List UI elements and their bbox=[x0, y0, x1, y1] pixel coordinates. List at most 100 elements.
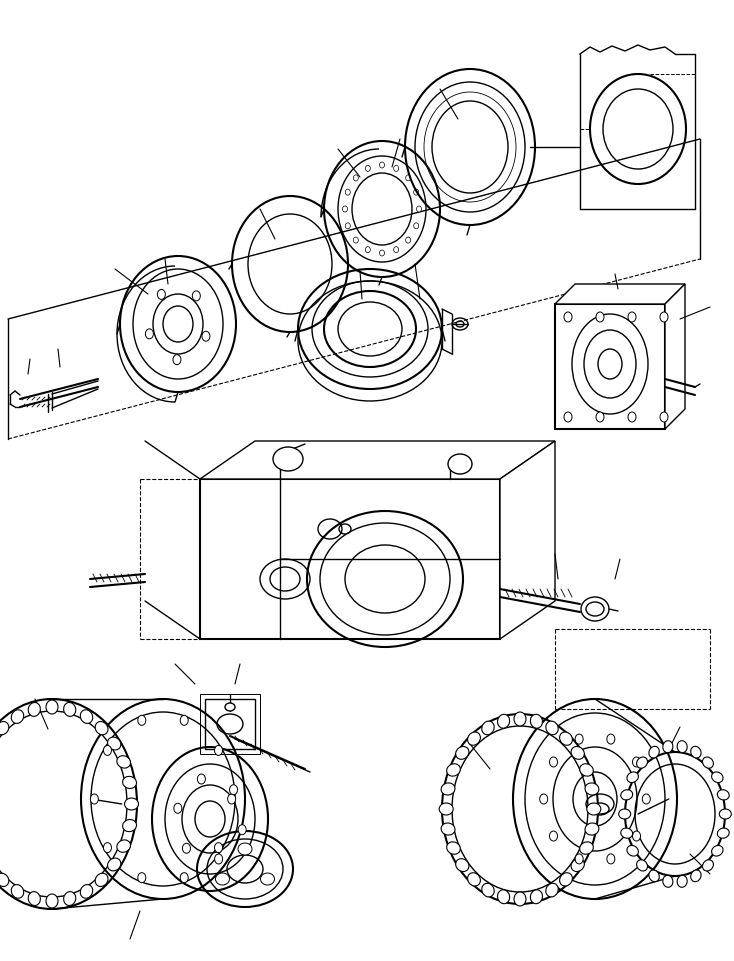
Ellipse shape bbox=[416, 207, 421, 212]
Ellipse shape bbox=[663, 741, 673, 752]
Ellipse shape bbox=[633, 831, 641, 841]
Ellipse shape bbox=[607, 734, 615, 745]
Ellipse shape bbox=[11, 710, 23, 724]
Ellipse shape bbox=[580, 764, 593, 776]
Polygon shape bbox=[500, 441, 555, 639]
Ellipse shape bbox=[80, 885, 92, 899]
Ellipse shape bbox=[627, 772, 639, 782]
Ellipse shape bbox=[181, 873, 188, 883]
Ellipse shape bbox=[621, 790, 633, 801]
Ellipse shape bbox=[64, 892, 76, 905]
Ellipse shape bbox=[691, 870, 701, 882]
Ellipse shape bbox=[414, 224, 418, 230]
Ellipse shape bbox=[95, 722, 108, 735]
Ellipse shape bbox=[225, 703, 235, 711]
Ellipse shape bbox=[702, 757, 713, 769]
Ellipse shape bbox=[514, 712, 526, 727]
Ellipse shape bbox=[468, 732, 480, 746]
Ellipse shape bbox=[345, 190, 350, 196]
Ellipse shape bbox=[660, 312, 668, 323]
Ellipse shape bbox=[238, 843, 252, 855]
Polygon shape bbox=[200, 441, 555, 480]
Ellipse shape bbox=[719, 809, 731, 819]
Ellipse shape bbox=[379, 251, 385, 257]
Ellipse shape bbox=[238, 825, 246, 835]
Ellipse shape bbox=[138, 716, 146, 726]
Ellipse shape bbox=[564, 312, 572, 323]
Ellipse shape bbox=[181, 716, 188, 726]
Ellipse shape bbox=[564, 412, 572, 423]
Ellipse shape bbox=[571, 747, 584, 759]
Ellipse shape bbox=[531, 715, 542, 728]
Ellipse shape bbox=[117, 840, 131, 852]
Ellipse shape bbox=[173, 356, 181, 365]
Ellipse shape bbox=[702, 860, 713, 871]
Ellipse shape bbox=[619, 809, 631, 819]
Ellipse shape bbox=[125, 799, 139, 810]
Ellipse shape bbox=[546, 722, 559, 735]
Ellipse shape bbox=[456, 747, 469, 759]
Ellipse shape bbox=[174, 803, 182, 813]
Ellipse shape bbox=[607, 854, 615, 864]
Ellipse shape bbox=[379, 162, 385, 169]
Ellipse shape bbox=[261, 874, 275, 885]
Ellipse shape bbox=[197, 775, 206, 784]
Ellipse shape bbox=[586, 803, 601, 815]
Ellipse shape bbox=[447, 842, 460, 854]
Ellipse shape bbox=[711, 846, 723, 856]
Ellipse shape bbox=[343, 207, 347, 212]
Ellipse shape bbox=[441, 783, 455, 795]
Ellipse shape bbox=[627, 846, 639, 856]
Ellipse shape bbox=[482, 883, 494, 897]
Ellipse shape bbox=[677, 741, 687, 752]
Ellipse shape bbox=[103, 746, 112, 755]
Ellipse shape bbox=[628, 412, 636, 423]
Ellipse shape bbox=[230, 785, 238, 795]
Ellipse shape bbox=[559, 732, 573, 746]
Ellipse shape bbox=[571, 859, 584, 872]
Ellipse shape bbox=[393, 247, 399, 254]
Ellipse shape bbox=[90, 794, 98, 804]
Ellipse shape bbox=[531, 890, 542, 903]
Ellipse shape bbox=[711, 772, 723, 782]
Ellipse shape bbox=[46, 701, 58, 714]
Ellipse shape bbox=[546, 883, 559, 897]
Ellipse shape bbox=[621, 828, 633, 838]
Ellipse shape bbox=[448, 455, 472, 475]
Ellipse shape bbox=[28, 702, 40, 717]
Ellipse shape bbox=[717, 790, 729, 801]
Ellipse shape bbox=[366, 247, 371, 254]
Ellipse shape bbox=[575, 854, 583, 864]
Ellipse shape bbox=[80, 710, 92, 724]
Polygon shape bbox=[555, 305, 665, 430]
Ellipse shape bbox=[0, 874, 9, 887]
Ellipse shape bbox=[214, 843, 222, 852]
Polygon shape bbox=[200, 480, 500, 639]
Ellipse shape bbox=[192, 291, 200, 302]
Ellipse shape bbox=[636, 860, 647, 871]
Ellipse shape bbox=[441, 824, 455, 835]
Ellipse shape bbox=[677, 875, 687, 887]
Ellipse shape bbox=[498, 715, 509, 728]
Polygon shape bbox=[555, 284, 685, 305]
Ellipse shape bbox=[228, 794, 236, 804]
Ellipse shape bbox=[273, 448, 303, 472]
Ellipse shape bbox=[345, 224, 350, 230]
Ellipse shape bbox=[108, 858, 121, 871]
Ellipse shape bbox=[439, 803, 453, 815]
Ellipse shape bbox=[145, 330, 153, 339]
Ellipse shape bbox=[550, 757, 558, 767]
Ellipse shape bbox=[46, 894, 58, 908]
Ellipse shape bbox=[691, 747, 701, 758]
Ellipse shape bbox=[353, 238, 358, 244]
Ellipse shape bbox=[628, 312, 636, 323]
Ellipse shape bbox=[157, 290, 165, 300]
Ellipse shape bbox=[596, 412, 604, 423]
Ellipse shape bbox=[660, 412, 668, 423]
Ellipse shape bbox=[580, 842, 593, 854]
Polygon shape bbox=[665, 284, 685, 430]
Ellipse shape bbox=[393, 166, 399, 172]
Ellipse shape bbox=[138, 873, 146, 883]
Ellipse shape bbox=[123, 820, 137, 832]
Ellipse shape bbox=[649, 747, 659, 758]
